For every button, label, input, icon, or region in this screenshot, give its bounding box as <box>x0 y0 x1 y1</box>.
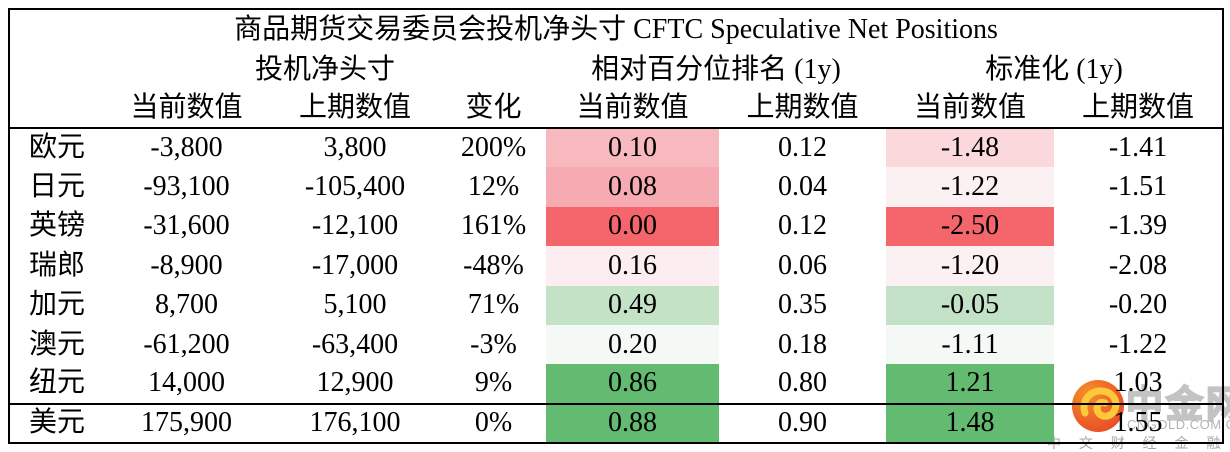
std-current-cell: -1.48 <box>886 128 1054 168</box>
spec-prev-cell: -12,100 <box>311 210 399 242</box>
spec-current-cell: -8,900 <box>150 249 223 281</box>
column-header-spec-prev: 上期数值 <box>269 89 441 130</box>
currency-cell: 欧元 <box>28 132 85 164</box>
spec-current-cell: 8,700 <box>155 289 218 321</box>
spec-current-cell: 175,900 <box>104 402 269 443</box>
std-current-cell: -1.20 <box>886 246 1054 286</box>
column-header-pct-current: 当前数值 <box>546 89 719 130</box>
change-cell: 0% <box>441 402 546 443</box>
pct-prev-cell: 0.12 <box>778 210 827 242</box>
spec-prev-cell: -105,400 <box>304 171 406 203</box>
column-header-std-prev: 上期数值 <box>1054 89 1224 130</box>
table-row-usd: 美元 175,900 176,100 0% 0.88 0.90 1.48 1.5… <box>9 402 1224 443</box>
std-current-cell: -1.11 <box>886 324 1054 365</box>
currency-cell: 加元 <box>28 289 85 321</box>
change-cell: 9% <box>474 367 513 399</box>
std-current-cell: 1.21 <box>886 364 1054 404</box>
spec-current-cell: -93,100 <box>143 171 230 203</box>
currency-cell: 纽元 <box>28 367 85 399</box>
currency-cell: 美元 <box>9 402 104 443</box>
currency-cell: 英镑 <box>28 210 85 242</box>
spec-current-cell: 14,000 <box>148 367 225 399</box>
pct-current-cell: 0.16 <box>546 246 719 286</box>
pct-current-cell: 0.10 <box>546 128 719 168</box>
currency-cell: 澳元 <box>28 328 85 360</box>
spec-prev-cell: 5,100 <box>323 289 387 321</box>
pct-prev-cell: 0.04 <box>778 171 827 203</box>
table-row-aud: 澳元 -61,200 -63,400 -3% 0.20 0.18 -1.11 -… <box>9 324 1223 365</box>
table-row-gbp: 英镑 -31,600 -12,100 161% 0.00 0.12 -2.50 … <box>9 206 1223 247</box>
column-header-std-current: 当前数值 <box>886 89 1054 130</box>
spec-prev-cell: 12,900 <box>316 367 394 399</box>
change-cell: 12% <box>467 171 520 203</box>
std-prev-cell: -1.51 <box>1108 171 1168 203</box>
pct-current-cell: 0.49 <box>546 285 719 325</box>
table-row-cad: 加元 8,700 5,100 71% 0.49 0.35 -0.05 -0.20 <box>9 285 1223 325</box>
pct-current-cell: 0.00 <box>546 206 719 247</box>
cftc-positions-table: 商品期货交易委员会投机净头寸 CFTC Speculative Net Posi… <box>8 8 1225 444</box>
pct-prev-cell: 0.35 <box>778 289 827 321</box>
std-prev-cell: -0.20 <box>1108 289 1168 321</box>
group-header-empty <box>9 49 104 89</box>
change-cell: -48% <box>463 249 524 281</box>
spec-current-cell: -31,600 <box>143 210 230 242</box>
pct-prev-cell: 0.06 <box>778 249 827 281</box>
std-prev-cell: -1.41 <box>1108 132 1168 164</box>
pct-current-cell: 0.20 <box>546 324 719 365</box>
column-header-currency <box>9 89 104 130</box>
pct-current-cell: 0.88 <box>546 402 719 443</box>
std-prev-cell: -1.22 <box>1108 328 1168 360</box>
change-cell: 161% <box>460 210 527 242</box>
column-header-change: 变化 <box>441 89 546 130</box>
std-current-cell: 1.48 <box>886 402 1054 443</box>
std-prev-cell: -1.39 <box>1108 210 1168 242</box>
spec-prev-cell: 3,800 <box>323 132 387 164</box>
std-prev-cell: 1.55 <box>1054 402 1224 443</box>
group-header-percentile: 相对百分位排名 (1y) <box>591 53 841 85</box>
change-cell: -3% <box>470 328 517 360</box>
spec-current-cell: -61,200 <box>143 328 230 360</box>
std-current-cell: -2.50 <box>886 206 1054 247</box>
pct-prev-cell: 0.18 <box>778 328 827 360</box>
std-prev-cell: -2.08 <box>1108 249 1168 281</box>
table-row-jpy: 日元 -93,100 -105,400 12% 0.08 0.04 -1.22 … <box>9 167 1223 207</box>
pct-current-cell: 0.86 <box>546 364 719 404</box>
std-current-cell: -0.05 <box>886 285 1054 325</box>
pct-prev-cell: 0.12 <box>778 132 827 164</box>
spec-prev-cell: -17,000 <box>311 249 399 281</box>
pct-current-cell: 0.08 <box>546 167 719 207</box>
change-cell: 71% <box>467 289 520 321</box>
table-row-nzd: 纽元 14,000 12,900 9% 0.86 0.80 1.21 1.03 <box>9 364 1223 404</box>
group-header-standardized: 标准化 (1y) <box>985 53 1123 85</box>
currency-cell: 日元 <box>28 171 85 203</box>
std-prev-cell: 1.03 <box>1113 367 1163 399</box>
group-header-speculative: 投机净头寸 <box>254 53 395 85</box>
column-header-pct-prev: 上期数值 <box>719 89 886 130</box>
spec-prev-cell: 176,100 <box>269 402 441 443</box>
spec-current-cell: -3,800 <box>150 132 223 164</box>
std-current-cell: -1.22 <box>886 167 1054 207</box>
table-row-eur: 欧元 -3,800 3,800 200% 0.10 0.12 -1.48 -1.… <box>9 128 1223 168</box>
pct-prev-cell: 0.90 <box>719 402 886 443</box>
column-header-spec-current: 当前数值 <box>104 89 269 130</box>
spec-prev-cell: -63,400 <box>311 328 399 360</box>
table-title: 商品期货交易委员会投机净头寸 CFTC Speculative Net Posi… <box>234 13 998 45</box>
table-row-chf: 瑞郎 -8,900 -17,000 -48% 0.16 0.06 -1.20 -… <box>9 246 1223 286</box>
currency-cell: 瑞郎 <box>28 249 85 281</box>
pct-prev-cell: 0.80 <box>778 367 827 399</box>
change-cell: 200% <box>460 132 527 164</box>
